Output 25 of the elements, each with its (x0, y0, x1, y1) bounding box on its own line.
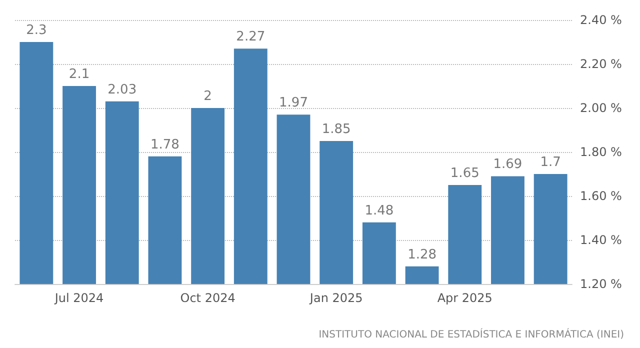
data-label: 2.03 (108, 82, 137, 98)
y-tick-label: 1.80 % (580, 145, 622, 159)
data-label: 2.1 (68, 67, 90, 82)
y-tick-label: 2.40 % (580, 13, 622, 27)
y-tick-label: 1.20 % (580, 277, 622, 291)
data-label: 1.85 (322, 122, 351, 137)
data-label: 1.65 (450, 166, 480, 181)
data-label: 2.27 (236, 30, 266, 45)
data-label: 2.3 (26, 23, 47, 38)
data-label: 1.97 (279, 96, 308, 111)
y-tick-label: 1.40 % (580, 233, 622, 247)
x-tick-label: Apr 2025 (437, 291, 492, 305)
x-tick-label: Jul 2024 (54, 291, 104, 305)
data-label: 1.69 (493, 157, 522, 172)
x-tick-label: Oct 2024 (180, 291, 236, 305)
text: INSTITUTO NACIONAL DE ESTADÍSTICA E INFORMÁTICA (INEI) (318, 328, 624, 340)
data-label: 1.78 (150, 137, 180, 152)
y-tick-label: 1.60 % (580, 189, 622, 203)
data-label: 1.7 (540, 155, 561, 170)
x-tick-label: Jan 2025 (308, 291, 363, 305)
data-label: 1.28 (408, 247, 437, 262)
data-label: 1.48 (364, 203, 394, 218)
y-tick-label: 2.00 % (580, 101, 622, 115)
data-label: 2 (204, 89, 212, 104)
y-tick-label: 2.20 % (580, 57, 622, 71)
